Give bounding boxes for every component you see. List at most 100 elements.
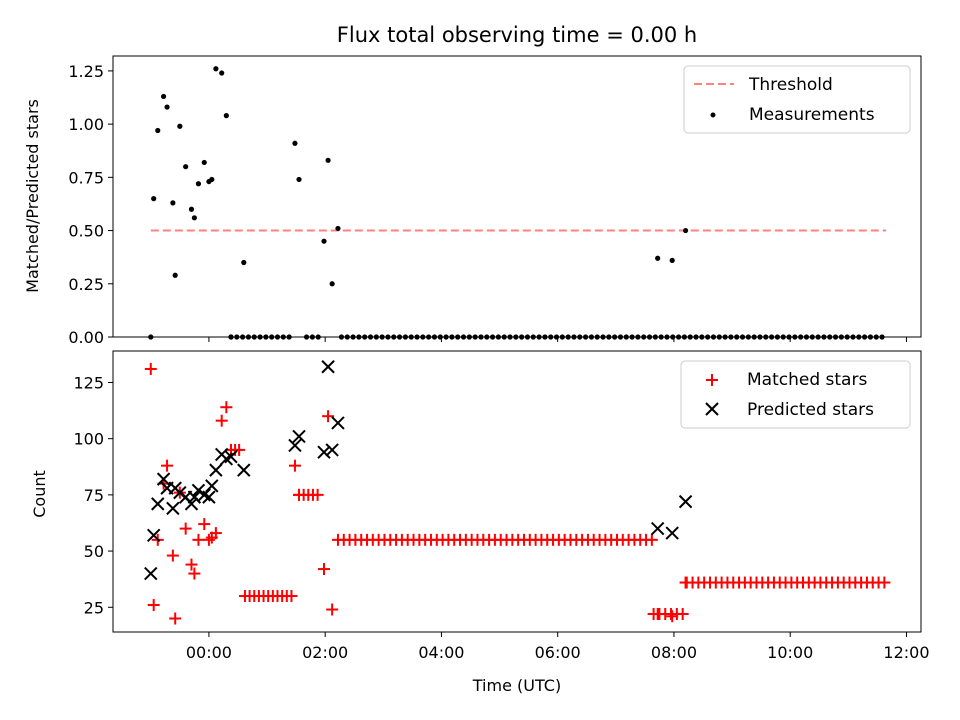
- measurement-point: [292, 140, 298, 146]
- measurement-point: [177, 123, 183, 129]
- top-axes-frame: [112, 55, 922, 338]
- matched-star-point: [147, 599, 160, 612]
- legend-matched-label: Matched stars: [747, 370, 867, 390]
- bottom-y-axis-label: Count: [30, 470, 49, 518]
- matched-star-point: [288, 459, 301, 472]
- matched-star-point: [209, 527, 222, 540]
- bottom-x-tick-label: 00:00: [186, 643, 232, 662]
- matched-star-point: [318, 563, 331, 576]
- matched-star-point: [198, 518, 211, 531]
- predicted-star-point: [197, 488, 211, 502]
- measurement-point: [213, 66, 219, 72]
- predicted-star-point: [665, 526, 679, 540]
- measurement-point: [172, 272, 178, 278]
- top-y-tick-label: 0.75: [68, 168, 104, 187]
- measurement-point: [655, 255, 661, 261]
- matched-star-point: [202, 533, 215, 546]
- measurement-point: [329, 281, 335, 287]
- top-y-tick-label: 1.25: [68, 62, 104, 81]
- bottom-x-axis-label: Time (UTC): [472, 676, 561, 695]
- bottom-x-tick-label: 04:00: [418, 643, 464, 662]
- bottom-y-tick-label: 25: [84, 598, 104, 617]
- matched-star-point: [215, 414, 228, 427]
- predicted-star-point: [144, 566, 158, 581]
- measurement-point: [223, 113, 229, 119]
- legend-predicted-label: Predicted stars: [747, 400, 874, 420]
- matched-star-point: [878, 576, 891, 589]
- bottom-x-tick-label: 10:00: [767, 643, 813, 662]
- legend-predicted-marker: [705, 402, 719, 416]
- predicted-star-point: [205, 479, 219, 493]
- predicted-star-point: [321, 360, 335, 374]
- measurement-point: [170, 200, 176, 206]
- legend-matched-marker: [706, 374, 718, 386]
- matched-star-point: [676, 608, 689, 621]
- top-y-tick-label: 0.50: [68, 222, 104, 241]
- bottom-x-tick-label: 08:00: [651, 643, 697, 662]
- measurement-point: [195, 181, 202, 187]
- predicted-star-point: [292, 429, 306, 444]
- predicted-star-point: [184, 497, 199, 511]
- predicted-star-point: [288, 438, 302, 453]
- legend-threshold-label: Threshold: [748, 75, 833, 95]
- matched-star-point: [161, 459, 174, 472]
- matched-star-point: [679, 576, 692, 589]
- measurement-point: [219, 70, 225, 76]
- measurement-point: [335, 225, 341, 232]
- bottom-axes-frame: [112, 350, 922, 633]
- matched-star-point: [666, 610, 679, 623]
- measurement-point: [188, 206, 195, 212]
- predicted-star-point: [219, 452, 234, 466]
- bottom-y-tick-label: 50: [84, 542, 104, 561]
- predicted-star-point: [209, 463, 223, 477]
- bottom-y-ticks: 25 50 75 100 125: [73, 373, 113, 617]
- top-y-axis-label: Matched/Predicted stars: [23, 99, 42, 293]
- measurement-point: [325, 157, 331, 163]
- top-y-tick-label: 0.25: [68, 275, 104, 294]
- measurement-point: [682, 227, 689, 234]
- bottom-panel: Count Time (UTC) 25 50 75 100 125 00:00 02:00…: [30, 350, 930, 695]
- predicted-star-point: [187, 490, 202, 504]
- top-legend: Threshold Measurements: [683, 65, 911, 134]
- matched-star-point: [311, 488, 324, 501]
- predicted-star-point: [224, 449, 238, 464]
- predicted-star-point: [156, 472, 171, 486]
- measurement-point: [209, 176, 215, 183]
- bottom-x-tick-label: 12:00: [883, 643, 929, 662]
- matched-star-point: [651, 608, 664, 621]
- legend-measurements-marker: [710, 112, 716, 118]
- measurement-point: [155, 127, 161, 134]
- matched-star-point: [192, 533, 205, 546]
- measurement-point: [321, 238, 327, 244]
- measurement-point: [151, 196, 157, 202]
- measurement-point: [296, 176, 302, 183]
- measurement-point: [183, 164, 189, 170]
- matched-star-point: [326, 603, 339, 616]
- predicted-star-point: [146, 528, 161, 543]
- predicted-star-point: [151, 497, 165, 511]
- bottom-x-tick-label: 02:00: [302, 643, 348, 662]
- predicted-star-point: [331, 416, 345, 430]
- matched-star-point: [144, 362, 157, 375]
- predicted-star-point: [650, 521, 665, 536]
- matched-star-point: [179, 522, 192, 535]
- bottom-y-tick-label: 100: [73, 430, 104, 449]
- matched-star-point: [166, 549, 179, 562]
- measurement-point: [669, 257, 675, 263]
- matched-star-point: [220, 401, 233, 414]
- bottom-plot-area: [144, 360, 891, 625]
- matched-star-point: [322, 410, 335, 423]
- measurement-point: [164, 104, 170, 110]
- bottom-x-tick-label: 06:00: [535, 643, 581, 662]
- predicted-star-point: [325, 443, 339, 457]
- bottom-y-tick-label: 125: [73, 373, 104, 392]
- top-legend-box: [683, 65, 911, 134]
- matched-star-point: [293, 488, 306, 501]
- matched-star-point: [645, 533, 658, 546]
- predicted-star-point: [202, 490, 216, 504]
- predicted-star-point: [678, 494, 693, 509]
- measurement-point: [241, 259, 247, 266]
- predicted-star-point: [317, 445, 331, 459]
- legend-measurements-label: Measurements: [749, 105, 875, 125]
